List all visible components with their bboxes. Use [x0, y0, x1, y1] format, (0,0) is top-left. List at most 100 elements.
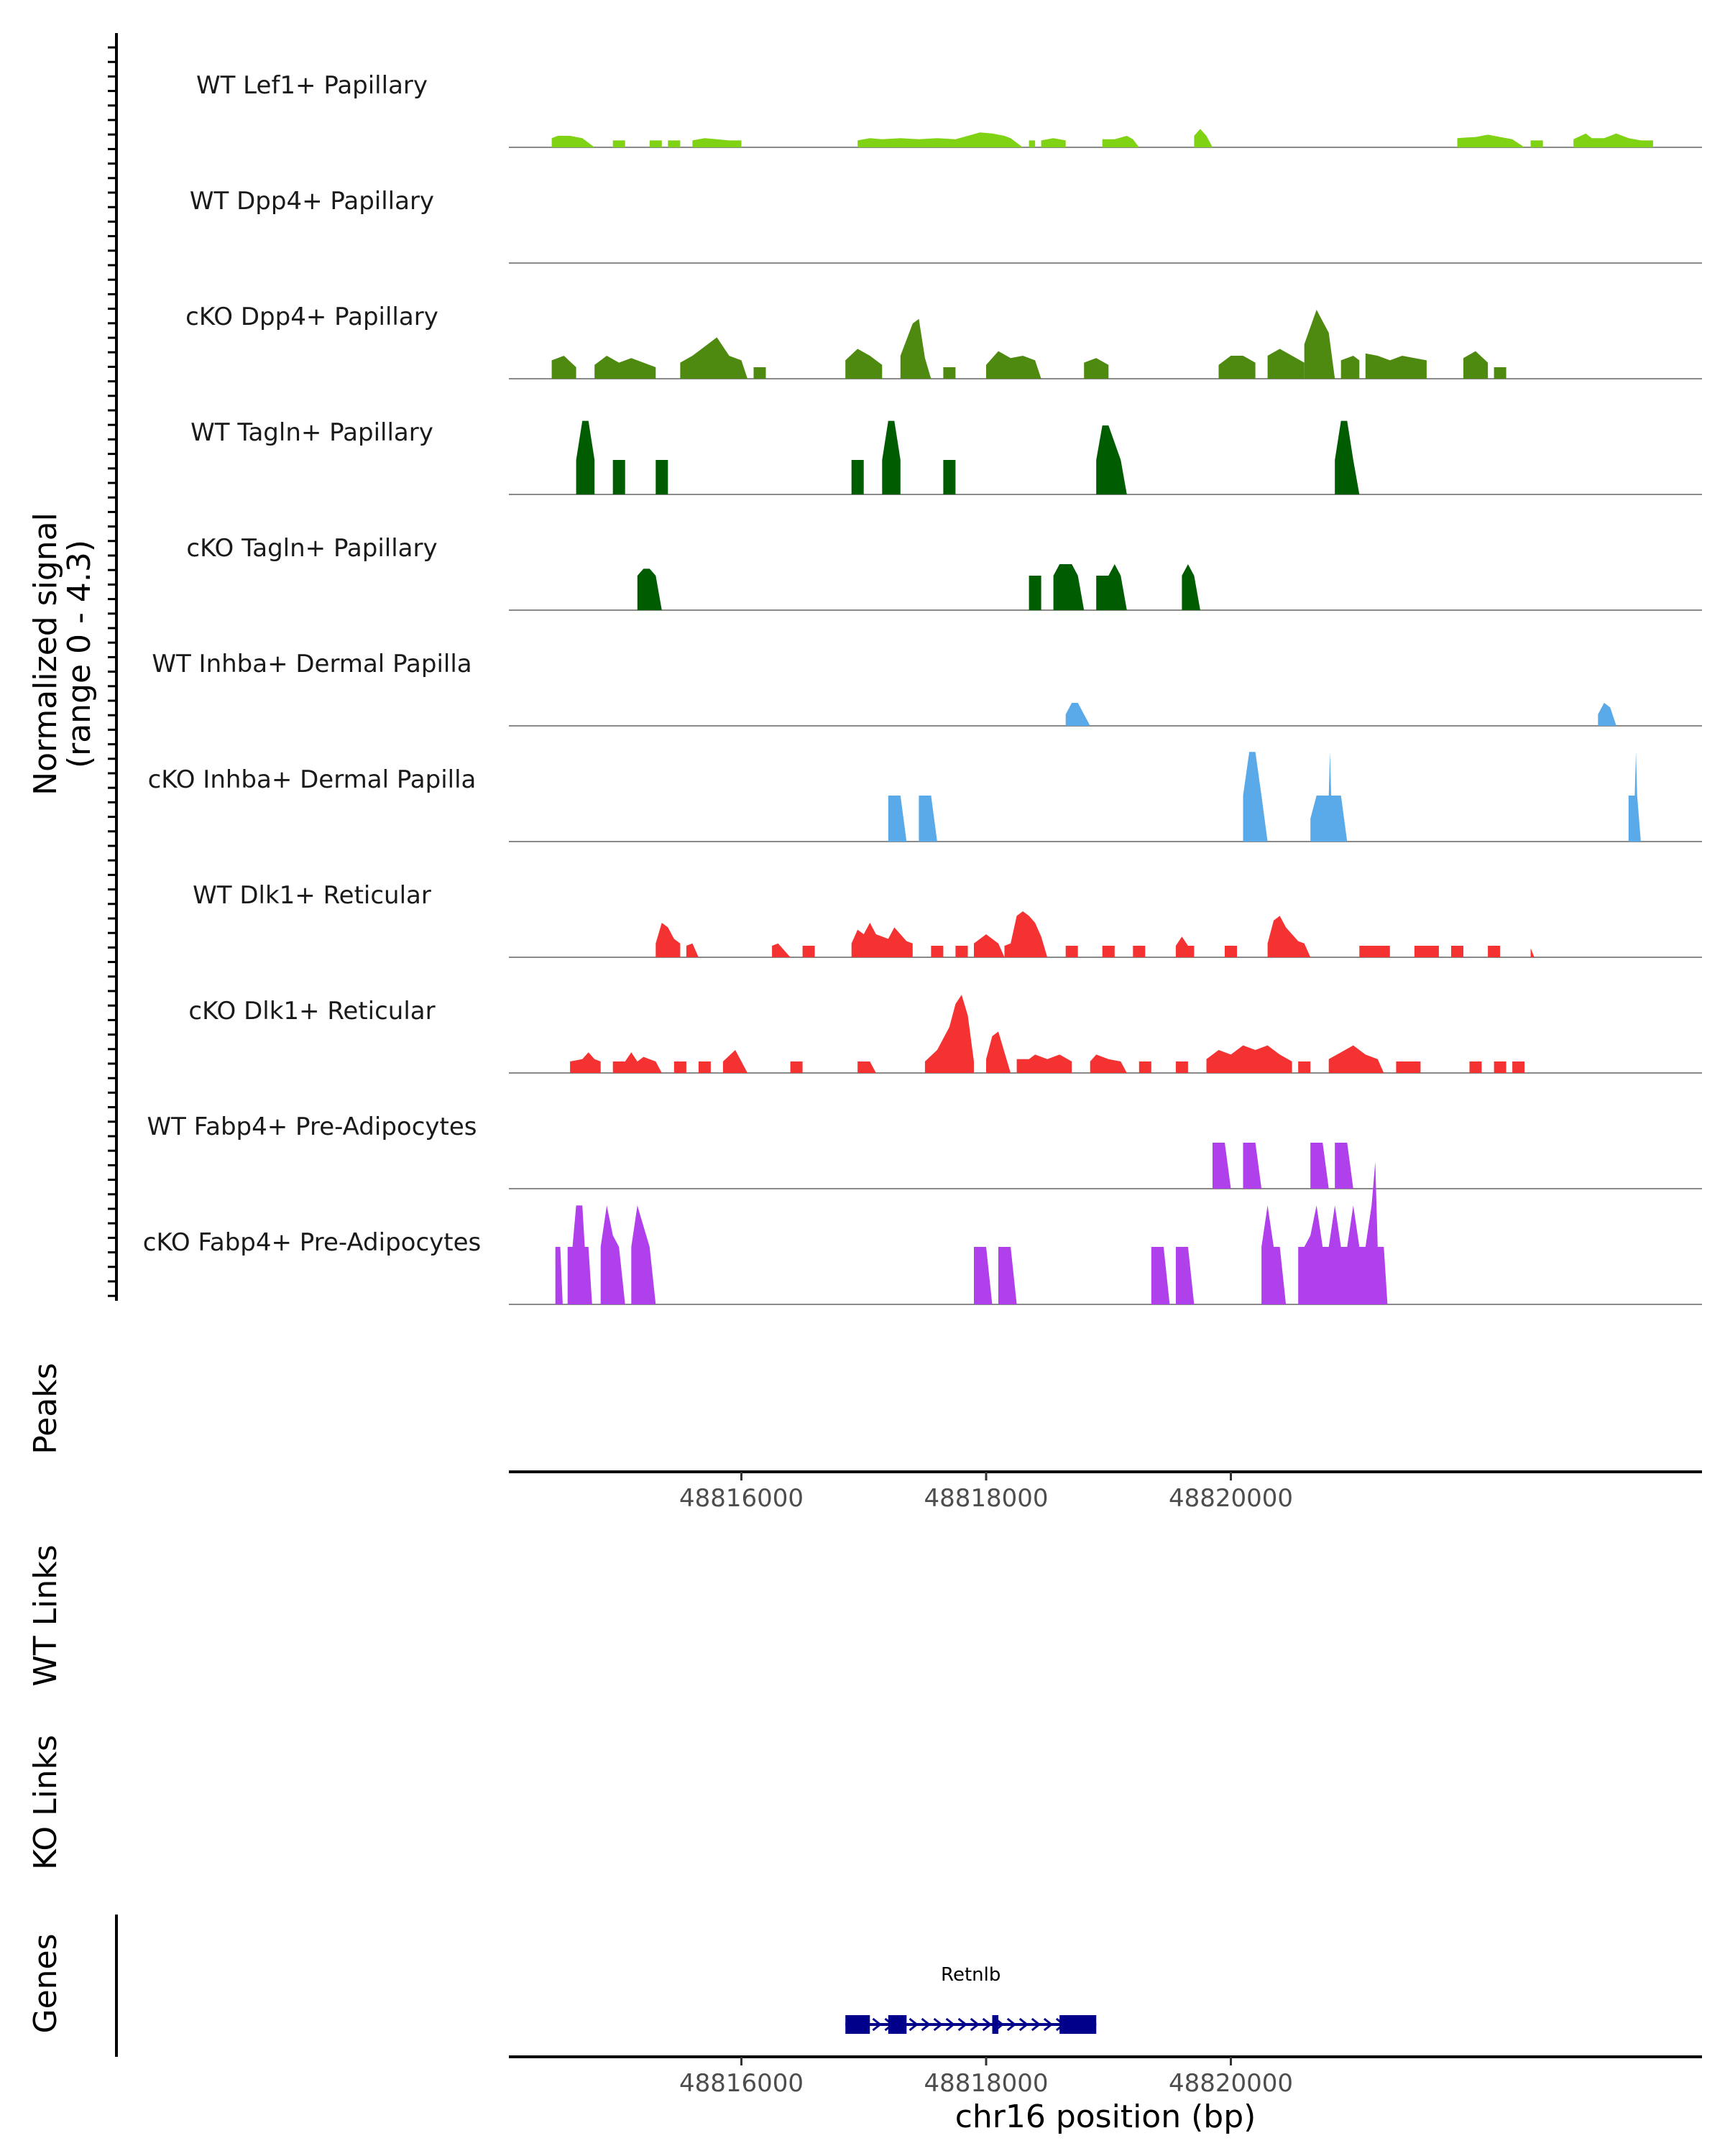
- track-signal-area: [1310, 1143, 1329, 1189]
- track-signal-area: [924, 995, 974, 1073]
- track-signal-area: [1138, 1061, 1151, 1073]
- y-axis-title: Normalized signal: [27, 512, 64, 796]
- gene-exon: [992, 2015, 999, 2034]
- track-signal-area: [1065, 703, 1090, 726]
- track-signal-area: [1298, 1061, 1311, 1073]
- gene-strand-arrow: [1018, 2017, 1029, 2032]
- genes-x-axis-ticks: 48816000 48818000 48820000: [679, 2057, 1293, 2098]
- track-signal-area: [1133, 946, 1146, 957]
- track-signal-area: [802, 946, 815, 957]
- track-signal-area: [1530, 948, 1535, 957]
- gene-strand-arrow: [1006, 2017, 1017, 2032]
- track-signal-area: [1041, 138, 1066, 147]
- track-signal-area: [974, 934, 1005, 957]
- track-signal-area: [931, 946, 944, 957]
- gene-strand-arrow: [957, 2017, 968, 2032]
- track-signal-area: [551, 136, 595, 147]
- gene-strand-arrow: [908, 2017, 919, 2032]
- track-signal-area: [656, 460, 668, 494]
- gene-strand-arrow: [982, 2017, 993, 2032]
- track-label: WT Lef1+ Papillary: [196, 71, 428, 100]
- track-signal-area: [1512, 1061, 1525, 1073]
- track-signal-area: [1457, 134, 1525, 147]
- track-label: cKO Tagln+ Papillary: [186, 534, 437, 563]
- track-label: WT Tagln+ Papillary: [190, 418, 433, 447]
- track-signal-area: [600, 1205, 625, 1304]
- track-signal-area: [1494, 1061, 1506, 1073]
- track-signal-area: [1206, 1045, 1292, 1073]
- track-signal-area: [1267, 349, 1305, 379]
- track-label: cKO Dpp4+ Papillary: [185, 303, 438, 331]
- track-signal-area: [1530, 140, 1543, 147]
- track-signal-area: [570, 1052, 601, 1073]
- track-signal-area: [845, 349, 883, 379]
- track-signal-area: [857, 1061, 876, 1073]
- track-signal-area: [1151, 1247, 1170, 1304]
- track-signal-area: [1243, 1143, 1262, 1189]
- track-signal-area: [1304, 310, 1335, 379]
- track-signal-area: [612, 140, 625, 147]
- track-signal-area: [686, 943, 699, 957]
- track-signal-area: [882, 420, 901, 494]
- track-label: cKO Inhba+ Dermal Papilla: [148, 765, 477, 794]
- track-signal-area: [1335, 1143, 1353, 1189]
- track-signal-area: [1016, 1054, 1072, 1073]
- track-signal-area: [1090, 1054, 1127, 1073]
- track-signal-area: [857, 132, 1024, 147]
- ko-links-label: KO Links: [27, 1735, 64, 1870]
- track-signal-area: [1628, 752, 1641, 842]
- track-signal-area: [1335, 420, 1360, 494]
- genes-label: Genes: [27, 1933, 64, 2033]
- x-tick-label: 48816000: [679, 1484, 804, 1513]
- track-label: cKO Fabp4+ Pre-Adipocytes: [143, 1228, 482, 1257]
- peaks-x-axis-ticks: 48816000 48818000 48820000: [679, 1472, 1293, 1513]
- track-signal-area: [649, 140, 662, 147]
- track-signal-area: [1463, 351, 1489, 379]
- track-signal-area: [998, 1247, 1017, 1304]
- track-signal-area: [656, 923, 681, 957]
- track-signal-area: [986, 1031, 1011, 1073]
- track-signal-area: [790, 1061, 803, 1073]
- track-signal-area: [1310, 752, 1348, 842]
- x-tick-label: 48820000: [1169, 1484, 1293, 1513]
- track-labels: WT Lef1+ Papillary WT Dpp4+ Papillary cKO …: [143, 71, 482, 1257]
- track-signal-area: [1102, 946, 1115, 957]
- track-signal-area: [1065, 946, 1078, 957]
- track-signal-area: [1218, 356, 1256, 379]
- gene-strand-arrow: [970, 2017, 980, 2032]
- track-signal-area: [974, 1247, 993, 1304]
- track-signal-area: [919, 796, 937, 842]
- track-signal-area: [1573, 133, 1653, 147]
- track-signal-area: [1096, 425, 1127, 494]
- track-label: WT Inhba+ Dermal Papilla: [152, 650, 472, 678]
- track-signal-area: [1175, 1247, 1195, 1304]
- track-signal-area: [1175, 1061, 1188, 1073]
- track-signal-area: [1004, 911, 1048, 957]
- x-tick-label: 48818000: [924, 1484, 1048, 1513]
- track-label: cKO Dlk1+ Reticular: [188, 997, 435, 1026]
- track-signal-area: [555, 1247, 563, 1304]
- gene-exon: [888, 2015, 907, 2034]
- track-signal-area: [1213, 1143, 1231, 1189]
- track-signal-area: [851, 923, 913, 957]
- signal-axis-ticks: [108, 46, 116, 1297]
- gene-strand-arrow: [933, 2017, 944, 2032]
- track-label: WT Dlk1+ Reticular: [193, 881, 431, 910]
- track-areas: [551, 129, 1653, 1304]
- track-signal-area: [1175, 936, 1195, 957]
- gene-name-label: Retnlb: [941, 1964, 1000, 1986]
- track-signal-area: [753, 367, 766, 379]
- track-signal-area: [612, 1052, 662, 1073]
- track-signal-area: [631, 1205, 656, 1304]
- track-signal-area: [1328, 1045, 1384, 1073]
- track-signal-area: [1261, 1205, 1287, 1304]
- track-signal-area: [1182, 564, 1200, 610]
- track-signal-area: [1396, 1061, 1421, 1073]
- track-signal-area: [986, 351, 1041, 379]
- track-signal-area: [1194, 129, 1213, 147]
- track-signal-area: [698, 1061, 711, 1073]
- track-signal-area: [943, 460, 956, 494]
- gene-strand-arrow: [921, 2017, 931, 2032]
- x-axis-title: chr16 position (bp): [955, 2099, 1256, 2135]
